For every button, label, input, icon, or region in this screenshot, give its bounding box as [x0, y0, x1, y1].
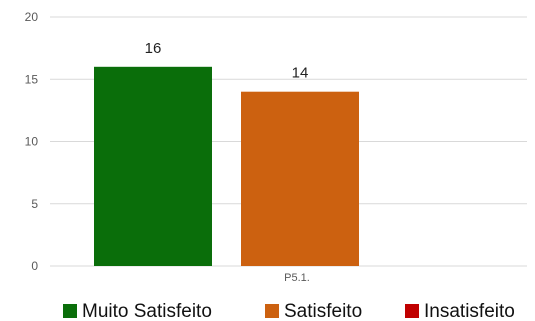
legend-label: Insatisfeito [424, 301, 515, 321]
data-label: 14 [292, 65, 309, 82]
y-tick-label: 20 [25, 10, 39, 24]
legend-swatch [265, 304, 279, 318]
bar [94, 66, 212, 266]
y-tick-label: 5 [31, 197, 38, 211]
data-label: 16 [145, 40, 162, 57]
legend-swatch [63, 304, 77, 318]
legend: Muito Satisfeito Satisfeito Insatisfeito [63, 301, 515, 321]
category-labels: P5.1. [284, 272, 310, 284]
y-axis-ticks: 0 5 10 15 20 [25, 10, 39, 273]
y-tick-label: 15 [25, 72, 39, 86]
bar [241, 91, 359, 266]
category-label: P5.1. [284, 272, 310, 284]
legend-swatch [405, 304, 419, 318]
y-tick-label: 0 [31, 259, 38, 273]
legend-label: Muito Satisfeito [82, 301, 212, 321]
y-tick-label: 10 [25, 135, 39, 149]
legend-label: Satisfeito [284, 301, 362, 321]
bars [94, 66, 359, 266]
